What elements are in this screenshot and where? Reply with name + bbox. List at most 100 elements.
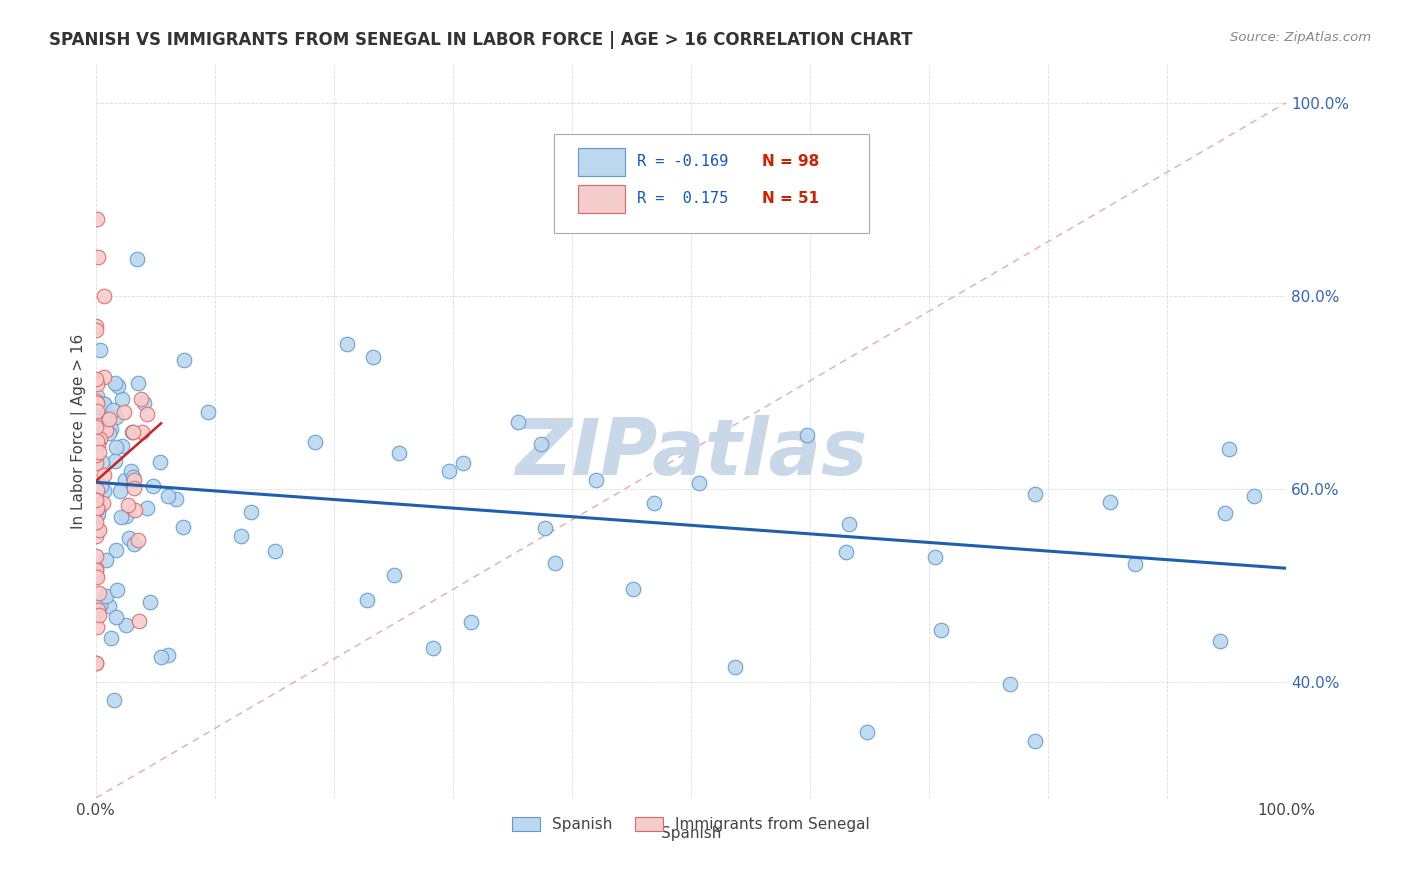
Point <box>122 481 145 495</box>
Point <box>87 445 110 459</box>
Point <box>86 396 108 410</box>
Point <box>149 650 172 665</box>
Point <box>87 603 110 617</box>
Point <box>173 353 195 368</box>
Point <box>93 496 115 510</box>
Point <box>93 397 115 411</box>
Point <box>643 496 665 510</box>
Text: Source: ZipAtlas.com: Source: ZipAtlas.com <box>1230 31 1371 45</box>
Point <box>1024 487 1046 501</box>
Point <box>89 607 111 622</box>
Point <box>121 464 143 478</box>
Point <box>84 561 107 575</box>
Point <box>197 404 219 418</box>
Point <box>534 521 557 535</box>
Point <box>93 289 115 303</box>
Point <box>86 483 108 498</box>
Text: ZIPatlas: ZIPatlas <box>515 415 868 491</box>
X-axis label: Spanish: Spanish <box>661 826 721 841</box>
Point <box>336 337 359 351</box>
Point <box>87 586 110 600</box>
Point <box>100 632 122 646</box>
Text: R = -0.169: R = -0.169 <box>637 154 728 169</box>
Point <box>239 505 262 519</box>
Point <box>1024 734 1046 748</box>
Point <box>451 457 474 471</box>
Point <box>108 484 131 499</box>
Point <box>86 211 108 226</box>
Point <box>530 437 553 451</box>
Point <box>135 407 157 421</box>
Point <box>86 500 108 514</box>
Point <box>93 467 115 482</box>
Point <box>543 556 565 570</box>
Point <box>84 515 107 529</box>
Point <box>115 508 138 523</box>
Point <box>125 252 148 266</box>
Point <box>86 423 108 437</box>
Point <box>105 440 128 454</box>
Y-axis label: In Labor Force | Age > 16: In Labor Force | Age > 16 <box>72 334 87 529</box>
Point <box>363 351 385 365</box>
FancyBboxPatch shape <box>578 148 626 177</box>
Point <box>84 528 107 542</box>
Point <box>86 491 108 506</box>
Point <box>114 473 136 487</box>
Point <box>149 455 172 469</box>
Point <box>89 343 111 357</box>
Point <box>86 500 108 515</box>
Point <box>94 590 117 604</box>
Point <box>124 503 146 517</box>
Point <box>86 434 108 449</box>
Point <box>929 624 952 638</box>
Point <box>103 693 125 707</box>
Point <box>796 428 818 442</box>
FancyBboxPatch shape <box>578 186 626 213</box>
Point <box>98 599 121 613</box>
Point <box>856 724 879 739</box>
Point <box>86 389 108 403</box>
Point <box>724 660 747 674</box>
Point <box>84 448 107 462</box>
Point <box>100 422 122 436</box>
Point <box>131 425 153 439</box>
Point <box>87 500 110 515</box>
Point <box>86 620 108 634</box>
Text: N = 51: N = 51 <box>762 191 820 206</box>
Point <box>84 568 107 582</box>
Point <box>1243 489 1265 503</box>
Point <box>89 432 111 446</box>
Point <box>90 400 112 414</box>
Point <box>104 542 127 557</box>
Point <box>838 516 860 531</box>
Point <box>84 656 107 670</box>
Text: N = 98: N = 98 <box>762 154 820 169</box>
Point <box>84 493 107 508</box>
Point <box>1218 442 1240 456</box>
Point <box>439 464 461 478</box>
Point <box>105 409 128 424</box>
Point <box>998 677 1021 691</box>
Point <box>93 370 115 384</box>
Point <box>117 499 139 513</box>
Point <box>304 435 326 450</box>
Point <box>136 501 159 516</box>
Point <box>506 415 529 429</box>
Point <box>105 583 128 598</box>
Point <box>1123 557 1146 571</box>
Point <box>107 379 129 393</box>
Point <box>229 529 252 543</box>
Point <box>87 507 110 521</box>
FancyBboxPatch shape <box>554 134 869 233</box>
Point <box>84 323 107 337</box>
Point <box>86 508 108 523</box>
Point <box>388 446 411 460</box>
Point <box>422 640 444 655</box>
Text: R =  0.175: R = 0.175 <box>637 191 728 206</box>
Point <box>110 510 132 524</box>
Point <box>835 545 858 559</box>
Point <box>122 425 145 440</box>
Point <box>111 392 134 406</box>
Point <box>98 425 121 440</box>
Point <box>86 377 108 392</box>
